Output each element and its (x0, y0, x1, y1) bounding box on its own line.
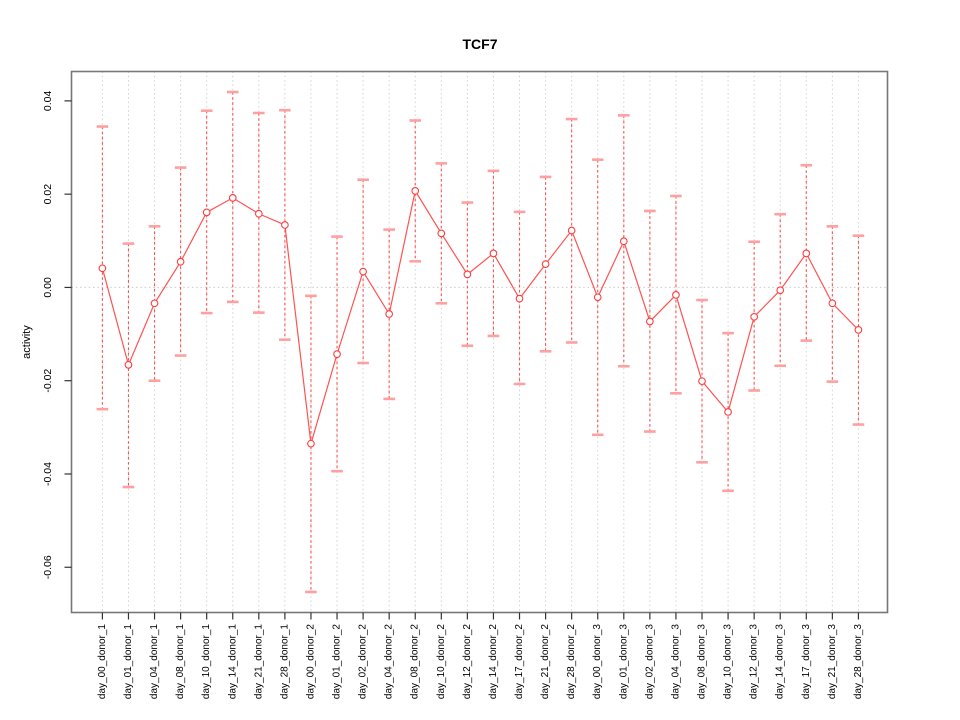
x-tick-label: day_00_donor_1 (97, 624, 108, 700)
x-tick-label: day_00_donor_3 (592, 624, 603, 700)
x-tick-label: day_28_donor_2 (566, 624, 577, 700)
series-line (101, 189, 859, 444)
data-point-marker (750, 312, 759, 321)
data-point-marker (646, 317, 654, 326)
data-point-marker (672, 291, 680, 299)
x-tick-label: day_01_donor_1 (123, 624, 134, 700)
y-tick-label: 0.04 (42, 91, 54, 112)
data-point-marker (515, 294, 524, 303)
data-point-marker (776, 286, 785, 295)
data-point-marker (437, 229, 446, 238)
x-tick-label: day_08_donor_1 (175, 624, 186, 700)
x-tick-label: day_14_donor_2 (488, 624, 499, 700)
x-tick-label: day_02_donor_3 (644, 624, 655, 700)
y-tick-label: 0.00 (42, 277, 54, 298)
data-point-marker (98, 264, 107, 273)
x-tick-label: day_28_donor_3 (853, 624, 864, 700)
x-tick-label: day_14_donor_3 (775, 624, 786, 700)
x-tick-label: day_21_donor_3 (827, 624, 838, 700)
data-point-marker (254, 209, 263, 218)
x-tick-label: day_04_donor_1 (149, 624, 160, 700)
x-tick-label: day_10_donor_2 (436, 624, 447, 700)
data-point-marker (202, 208, 211, 217)
x-tick-label: day_00_donor_2 (305, 624, 316, 700)
x-tick-label: day_21_donor_2 (540, 624, 551, 700)
data-point-marker (698, 377, 706, 386)
data-point-marker (854, 326, 863, 334)
data-point-marker (281, 221, 289, 229)
plot-frame (70, 70, 889, 614)
x-tick-label: day_04_donor_2 (384, 624, 395, 700)
data-point-marker (176, 257, 185, 266)
chart-title: TCF7 (462, 36, 498, 52)
data-point-marker (150, 299, 159, 308)
data-point-marker (489, 249, 498, 258)
data-point-marker (593, 293, 602, 302)
x-tick-label: day_28_donor_1 (279, 624, 290, 700)
data-point-marker (124, 361, 133, 369)
y-tick-label: -0.02 (42, 369, 54, 393)
data-point-marker (228, 194, 237, 202)
data-point-marker (333, 350, 341, 358)
x-tick-label: day_12_donor_2 (462, 624, 473, 700)
x-tick-label: day_04_donor_3 (670, 624, 681, 700)
data-point-marker (385, 310, 394, 318)
data-point-marker (567, 226, 576, 235)
data-point-marker (802, 249, 811, 258)
x-tick-label: day_08_donor_3 (697, 624, 708, 700)
data-point-marker (411, 187, 420, 195)
data-point-marker (307, 439, 315, 448)
data-point-marker (463, 270, 472, 279)
x-tick-label: day_01_donor_2 (332, 624, 343, 700)
x-tick-label: day_17_donor_2 (514, 624, 525, 700)
data-point-marker (724, 408, 732, 416)
y-tick-label: -0.04 (42, 462, 54, 486)
y-tick-label: -0.06 (42, 555, 54, 579)
x-tick-label: day_10_donor_1 (201, 624, 212, 700)
data-point-marker (359, 267, 367, 276)
x-tick-label: day_17_donor_3 (801, 624, 812, 700)
x-tick-label: day_08_donor_2 (410, 624, 421, 700)
data-point-marker (619, 237, 628, 246)
x-tick-label: day_12_donor_3 (749, 624, 760, 700)
data-point-marker (541, 260, 550, 268)
x-tick-label: day_01_donor_3 (618, 624, 629, 700)
data-point-marker (828, 299, 837, 308)
x-tick-label: day_14_donor_1 (227, 624, 238, 700)
x-tick-label: day_10_donor_3 (723, 624, 734, 700)
x-tick-label: day_02_donor_2 (358, 624, 369, 700)
y-tick-label: 0.02 (42, 184, 54, 205)
x-tick-label: day_21_donor_1 (253, 624, 264, 700)
